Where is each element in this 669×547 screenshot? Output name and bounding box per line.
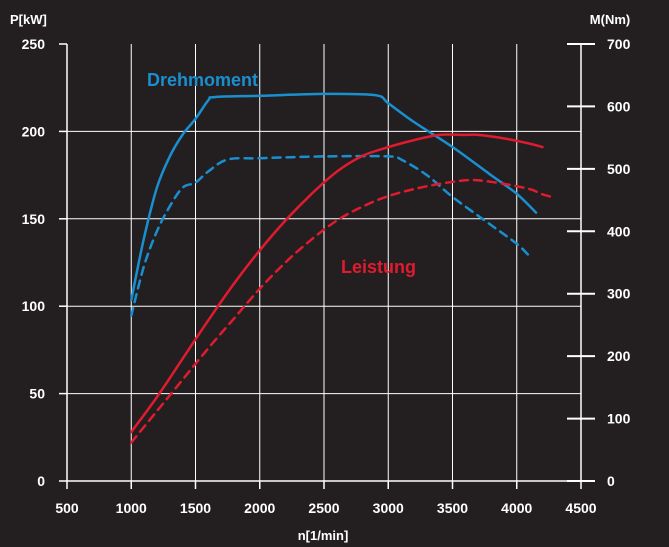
power-annotation: Leistung [341, 257, 416, 277]
x-tick-label: 2500 [308, 500, 339, 516]
y-right-tick-label: 200 [607, 348, 631, 364]
power-partial-curve [130, 178, 557, 444]
y-right-tick-label: 400 [607, 223, 631, 239]
y-left-tick-label: 150 [22, 211, 46, 227]
tick-labels: 500 1000 1500 2000 2500 3000 3500 4000 450005010… [22, 36, 631, 516]
x-tick-label: 4000 [501, 500, 532, 516]
series-layer [130, 92, 557, 444]
y-left-tick-label: 250 [22, 36, 46, 52]
y-right-axis-title: M(Nm) [590, 12, 630, 27]
y-left-tick-label: 50 [29, 386, 45, 402]
x-tick-label: 1000 [116, 500, 147, 516]
x-tick-label: 500 [55, 500, 79, 516]
y-left-axis-title: P[kW] [10, 12, 47, 27]
x-tick-label: 2000 [244, 500, 275, 516]
torque-full-curve [130, 92, 538, 302]
y-right-tick-label: 700 [607, 36, 631, 52]
y-right-tick-label: 100 [607, 411, 631, 427]
y-left-tick-label: 200 [22, 123, 46, 139]
y-right-tick-label: 600 [607, 98, 631, 114]
x-tick-label: 1500 [180, 500, 211, 516]
y-left-tick-label: 0 [37, 473, 45, 489]
power-full-curve [130, 133, 544, 434]
x-tick-label: 3000 [373, 500, 404, 516]
x-axis-title: n[1/min] [298, 528, 349, 543]
y-right-tick-label: 500 [607, 161, 631, 177]
torque-partial-curve [130, 154, 531, 317]
x-tick-label: 4500 [565, 500, 596, 516]
y-right-tick-label: 0 [607, 473, 615, 489]
x-tick-label: 3500 [437, 500, 468, 516]
y-right-tick-label: 300 [607, 286, 631, 302]
torque-annotation: Drehmoment [147, 70, 258, 90]
y-left-tick-label: 100 [22, 298, 46, 314]
